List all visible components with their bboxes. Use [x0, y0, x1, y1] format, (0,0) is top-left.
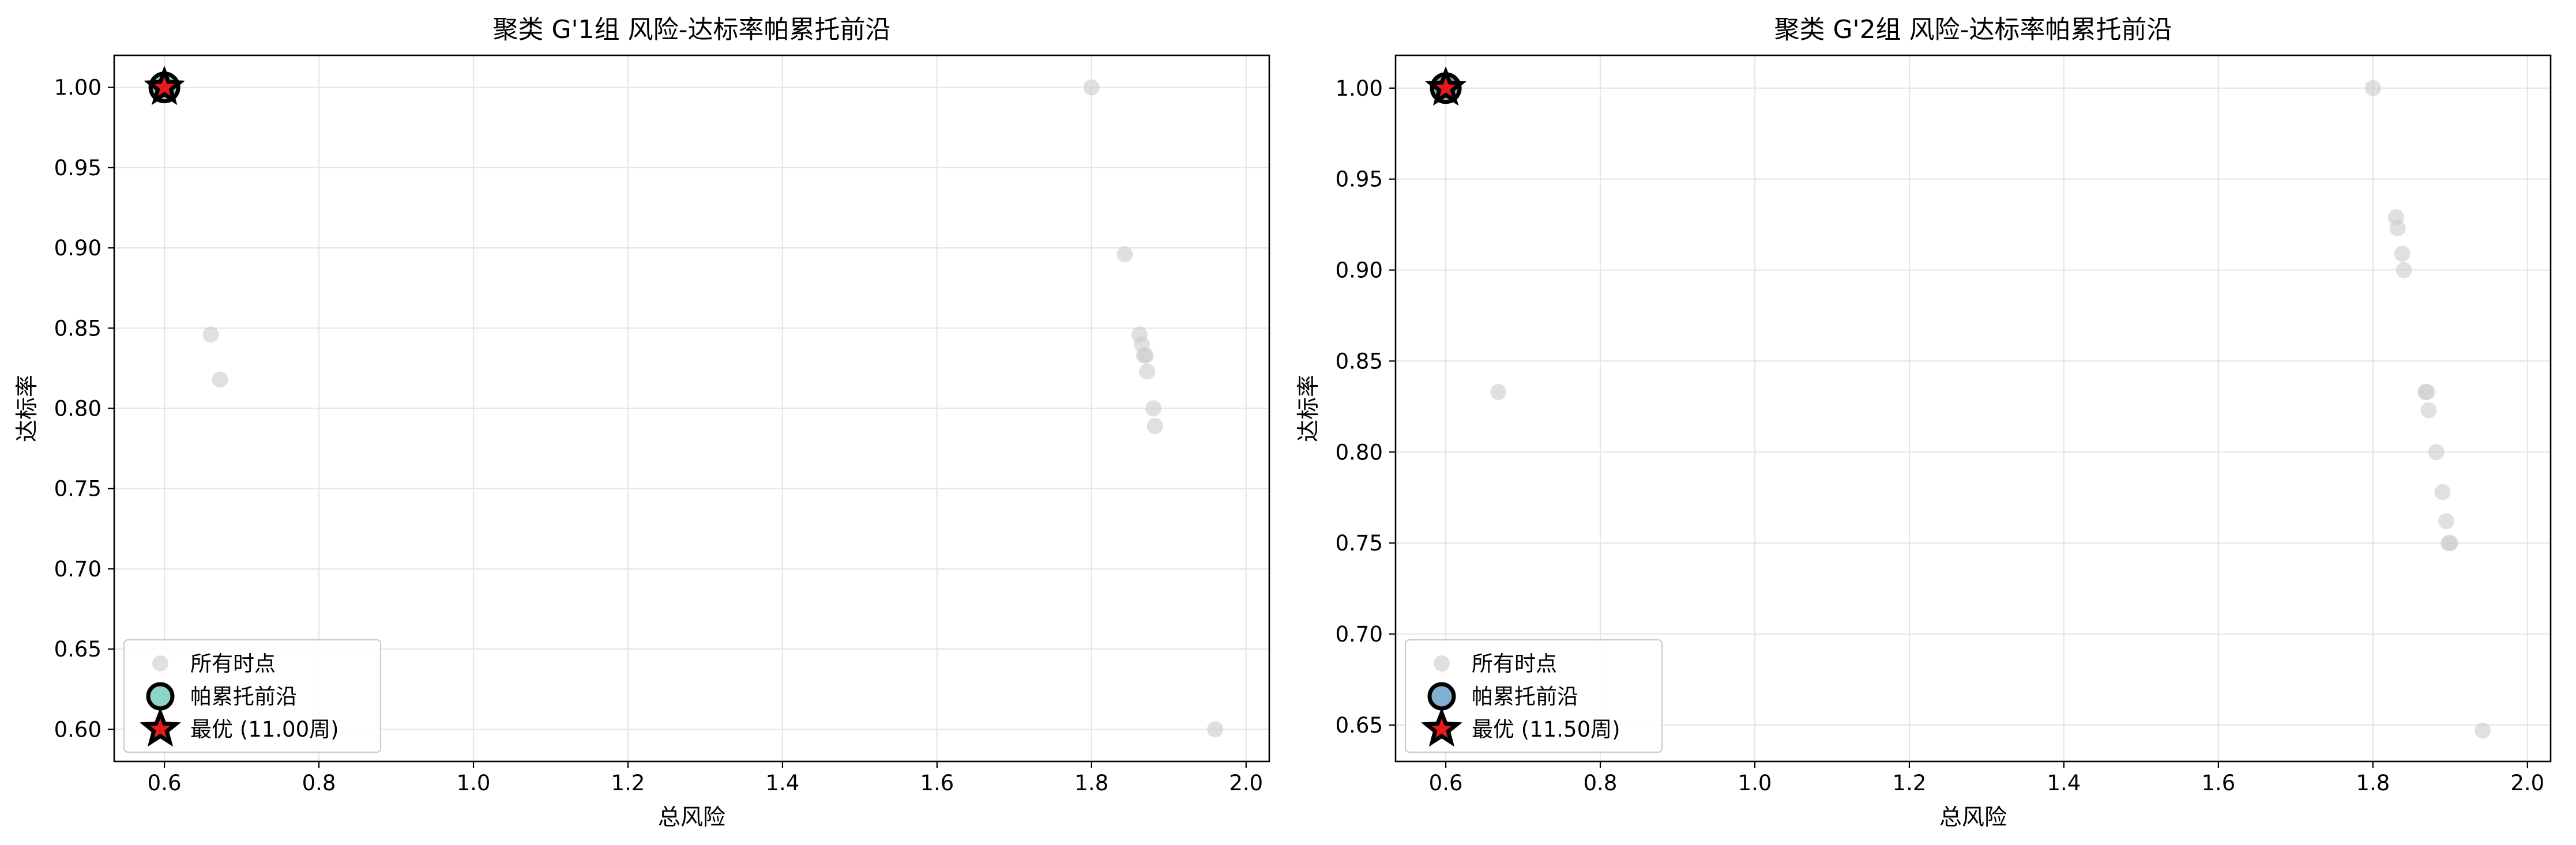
y-tick-label: 0.95 [1336, 167, 1383, 192]
x-axis-label: 总风险 [658, 805, 725, 831]
scatter-point [2390, 220, 2406, 236]
legend-label: 最优 (11.00周) [190, 717, 339, 742]
legend-marker-pareto-front [1430, 684, 1454, 708]
y-axis-label: 达标率 [14, 375, 40, 442]
legend-marker-all-points [152, 655, 168, 672]
scatter-point [212, 371, 228, 387]
x-tick-label: 1.8 [1074, 771, 1108, 795]
scatter-point [2475, 722, 2491, 738]
scatter-point [2420, 402, 2436, 418]
y-tick-label: 0.70 [54, 557, 101, 582]
x-tick-label: 1.0 [1738, 771, 1772, 795]
x-tick-label: 1.2 [611, 771, 645, 795]
x-tick-label: 1.0 [457, 771, 491, 795]
y-tick-label: 0.80 [1336, 440, 1383, 465]
y-tick-label: 0.80 [54, 397, 101, 421]
y-tick-label: 0.75 [54, 477, 101, 501]
x-axis-label: 总风险 [1939, 805, 2007, 831]
legend-label: 帕累托前沿 [1472, 684, 1578, 709]
chart-title: 聚类 G'2组 风险-达标率帕累托前沿 [1774, 15, 2172, 44]
scatter-point [1147, 418, 1163, 434]
y-axis-label: 达标率 [1296, 375, 1322, 442]
scatter-point [2434, 484, 2450, 500]
scatter-point [2419, 384, 2435, 400]
y-tick-label: 0.90 [1336, 258, 1383, 283]
scatter-point [1138, 348, 1154, 364]
x-tick-label: 0.8 [302, 771, 336, 795]
legend-label: 所有时点 [190, 651, 276, 676]
x-tick-label: 2.0 [2510, 771, 2544, 795]
y-tick-label: 1.00 [54, 76, 101, 100]
y-tick-label: 0.90 [54, 236, 101, 261]
y-tick-label: 0.60 [54, 717, 101, 742]
x-tick-label: 0.6 [1429, 771, 1463, 795]
chart-title: 聚类 G'1组 风险-达标率帕累托前沿 [492, 15, 890, 44]
legend-label: 所有时点 [1472, 651, 1557, 676]
scatter-point [2428, 444, 2445, 460]
y-tick-label: 0.85 [54, 316, 101, 341]
scatter-point [1116, 246, 1133, 262]
legend-marker-pareto-front [148, 684, 172, 708]
scatter-point [2442, 535, 2458, 551]
scatter-point [2365, 80, 2381, 96]
scatter-point [1145, 401, 1161, 417]
y-tick-label: 0.70 [1336, 622, 1383, 647]
scatter-point [2394, 246, 2410, 262]
x-tick-label: 1.4 [766, 771, 800, 795]
y-tick-label: 0.65 [54, 637, 101, 662]
scatter-point [1139, 363, 1155, 379]
chart-panel-2: 0.6 0.8 1.0 1.2 1.4 1.6 1.8 2.0 0.65 0.70 0.75 0.80… [1296, 15, 2551, 831]
y-tick-label: 1.00 [1336, 76, 1383, 101]
x-tick-label: 1.6 [2201, 771, 2235, 795]
legend-label: 最优 (11.50周) [1472, 717, 1620, 742]
x-tick-label: 2.0 [1229, 771, 1263, 795]
x-tick-label: 1.6 [920, 771, 954, 795]
scatter-point [2396, 262, 2412, 278]
x-tick-label: 1.8 [2356, 771, 2390, 795]
y-tick-label: 0.85 [1336, 349, 1383, 374]
x-tick-label: 0.6 [148, 771, 182, 795]
legend-marker-all-points [1434, 655, 1450, 672]
legend-label: 帕累托前沿 [190, 684, 297, 709]
x-tick-label: 0.8 [1584, 771, 1618, 795]
y-tick-label: 0.75 [1336, 531, 1383, 556]
x-tick-label: 1.2 [1893, 771, 1927, 795]
scatter-point [1207, 721, 1223, 737]
y-tick-label: 0.95 [54, 156, 101, 180]
chart-panel-1: 0.6 0.8 1.0 1.2 1.4 1.6 1.8 2.0 0.60 0.65 0.70 0.75… [14, 15, 1269, 831]
y-tick-label: 0.65 [1336, 713, 1383, 738]
x-tick-label: 1.4 [2047, 771, 2081, 795]
scatter-point [202, 326, 219, 342]
scatter-point [1084, 80, 1100, 96]
scatter-point [2438, 513, 2454, 529]
scatter-point [1490, 384, 1506, 400]
